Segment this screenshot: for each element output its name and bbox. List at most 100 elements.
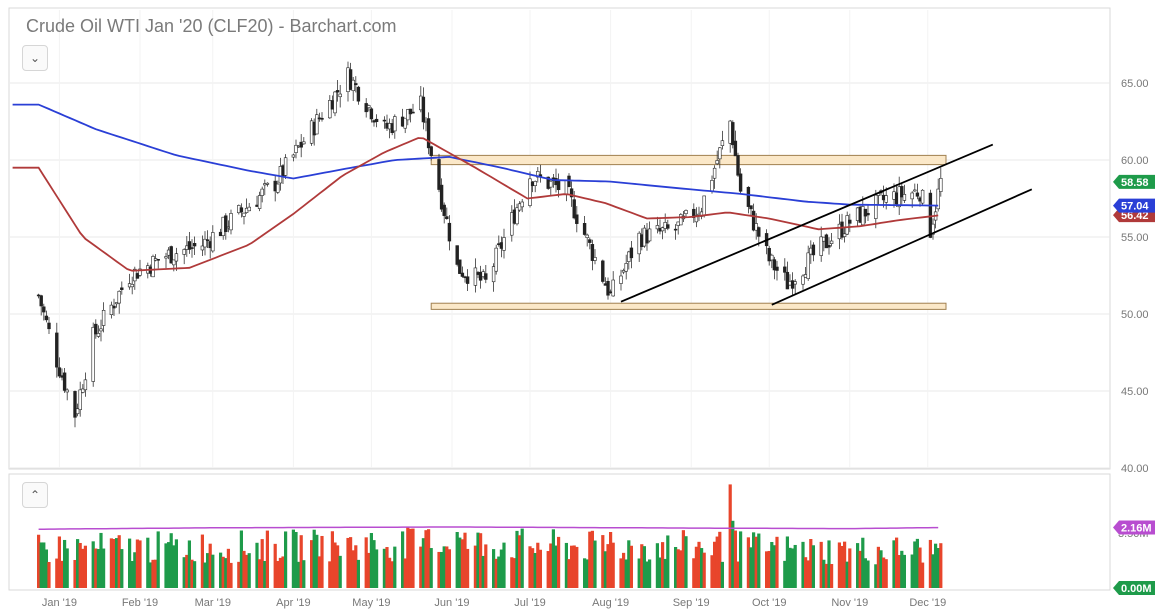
volume-bar bbox=[624, 559, 628, 588]
support-zone bbox=[430, 302, 947, 310]
volume-bar bbox=[447, 549, 451, 588]
candle-body bbox=[442, 204, 446, 216]
volume-bar bbox=[567, 559, 571, 588]
candle-body bbox=[520, 201, 524, 208]
candle bbox=[75, 403, 80, 417]
candle bbox=[117, 290, 121, 314]
volume-bar bbox=[575, 546, 579, 588]
last-price-badge: 58.58 bbox=[1113, 174, 1155, 189]
volume-bar bbox=[538, 549, 542, 588]
candle-body bbox=[484, 273, 488, 280]
volume-series bbox=[37, 484, 943, 588]
candle bbox=[411, 103, 415, 114]
volume-bar bbox=[840, 545, 844, 588]
candle-body bbox=[229, 213, 233, 231]
volume-bar bbox=[393, 546, 397, 588]
volume-bar bbox=[557, 536, 561, 588]
volume-bar bbox=[182, 557, 186, 588]
volume-bar bbox=[336, 545, 340, 588]
candle bbox=[393, 114, 397, 139]
volume-bar bbox=[47, 561, 51, 588]
collapse-chart-button[interactable]: ⌄ bbox=[22, 45, 48, 71]
volume-bar bbox=[211, 554, 215, 588]
candle bbox=[829, 232, 834, 247]
candle bbox=[785, 261, 790, 290]
candle-body bbox=[65, 389, 69, 393]
trendline-1 bbox=[620, 143, 994, 303]
candle bbox=[702, 195, 706, 218]
x-tick-label-5: Jun '19 bbox=[434, 597, 469, 609]
candle bbox=[187, 231, 192, 254]
candle-body bbox=[78, 389, 82, 410]
candle bbox=[203, 231, 207, 256]
candle bbox=[382, 116, 387, 129]
volume-bar bbox=[403, 558, 407, 588]
volume-bar bbox=[710, 555, 714, 588]
volume-bar bbox=[109, 538, 113, 588]
volume-bar bbox=[174, 539, 178, 588]
candle bbox=[315, 108, 319, 135]
volume-bar bbox=[622, 552, 626, 588]
candle-body bbox=[455, 245, 459, 265]
candle-body bbox=[406, 109, 410, 121]
volume-bar bbox=[884, 559, 888, 588]
volume-zero-badge-text: 0.00M bbox=[1121, 583, 1152, 595]
candle bbox=[754, 213, 758, 240]
grid-layer bbox=[10, 10, 1110, 469]
volume-bar bbox=[892, 540, 896, 588]
volume-bar bbox=[164, 543, 168, 588]
candle-body bbox=[382, 119, 387, 122]
candle bbox=[491, 263, 496, 292]
volume-bar bbox=[297, 561, 301, 588]
candle-body bbox=[528, 178, 532, 206]
volume-bar bbox=[385, 547, 389, 588]
volume-bar bbox=[601, 535, 605, 588]
volume-bar bbox=[146, 537, 150, 588]
volume-bar bbox=[351, 550, 355, 588]
candle-body bbox=[754, 223, 758, 231]
volume-bar bbox=[401, 531, 405, 588]
candle bbox=[426, 112, 431, 155]
volume-bar bbox=[463, 532, 467, 588]
candle-body bbox=[913, 189, 917, 192]
volume-bar bbox=[502, 542, 506, 588]
candle bbox=[736, 152, 740, 177]
volume-bar bbox=[551, 529, 555, 588]
volume-bar bbox=[648, 559, 652, 588]
candle-body bbox=[374, 118, 379, 122]
candle-body bbox=[915, 192, 920, 197]
expand-volume-button[interactable]: ⌃ bbox=[22, 482, 48, 508]
volume-bar bbox=[645, 561, 649, 588]
candle-body bbox=[174, 253, 179, 262]
candle-body bbox=[302, 141, 306, 145]
volume-bar bbox=[455, 532, 459, 588]
candle-body bbox=[421, 96, 426, 123]
volume-bar bbox=[715, 536, 719, 588]
candle-body bbox=[746, 186, 751, 207]
candle bbox=[333, 91, 337, 117]
candle-body bbox=[96, 333, 101, 337]
candle-body bbox=[624, 263, 628, 272]
candle bbox=[174, 247, 179, 271]
candle bbox=[939, 167, 943, 197]
volume-bar bbox=[390, 561, 394, 588]
candle bbox=[528, 171, 532, 208]
volume-bar bbox=[697, 541, 701, 588]
volume-bar bbox=[346, 537, 350, 588]
volume-bar bbox=[510, 557, 514, 588]
candle bbox=[65, 388, 69, 401]
volume-bar bbox=[310, 540, 314, 588]
candle bbox=[283, 154, 288, 179]
volume-bar bbox=[83, 545, 87, 588]
ma-slow-badge-text: 57.04 bbox=[1121, 201, 1149, 213]
volume-bar bbox=[830, 564, 834, 588]
volume-bar bbox=[676, 549, 680, 588]
volume-bar bbox=[317, 556, 321, 588]
candle-body bbox=[939, 178, 943, 192]
volume-bar bbox=[354, 545, 358, 588]
volume-bar bbox=[42, 542, 46, 588]
volume-bar bbox=[640, 544, 644, 588]
x-tick-label-9: Oct '19 bbox=[752, 597, 787, 609]
volume-bar bbox=[479, 533, 483, 588]
candle-body bbox=[117, 290, 121, 304]
